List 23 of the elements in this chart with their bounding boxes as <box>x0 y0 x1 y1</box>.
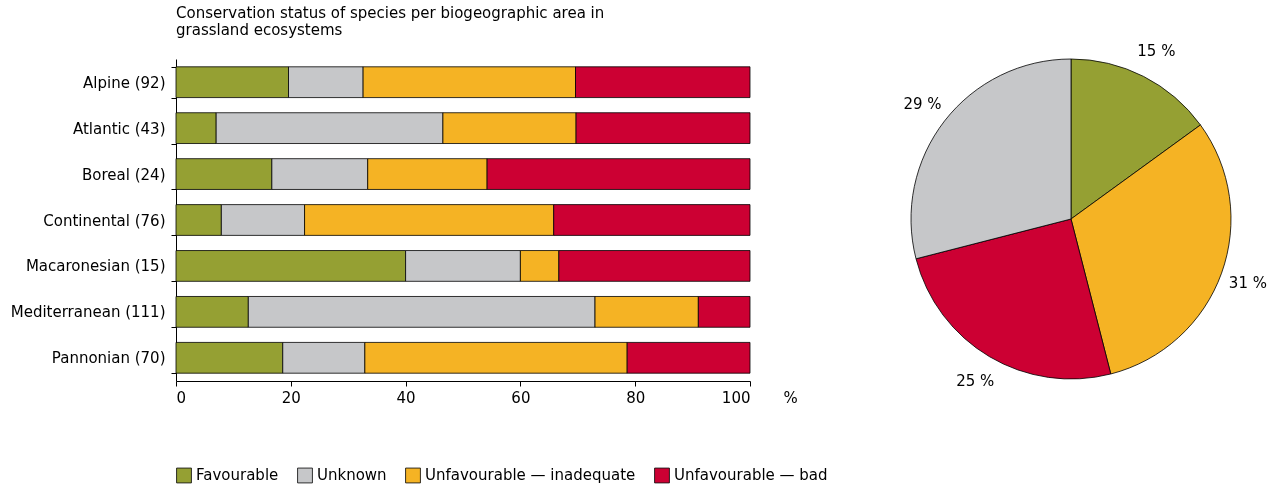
x-tick-label: 0 <box>176 388 187 407</box>
x-tick-label: 60 <box>511 388 531 407</box>
x-axis-title: % <box>783 388 798 407</box>
x-tick-label: 100 <box>721 388 751 407</box>
data-label: 31 % <box>1228 273 1267 292</box>
x-tick-label: 40 <box>396 388 416 407</box>
y-tick-label: Continental (76) <box>43 211 166 230</box>
y-tick-label: Alpine (92) <box>83 73 166 92</box>
x-tick-label: 20 <box>281 388 301 407</box>
y-tick-label: Mediterranean (111) <box>10 303 166 322</box>
chart-title: Conservation status of species per biogeographic area in grassland ecosystems <box>176 4 605 39</box>
data-label: 29 % <box>903 94 942 113</box>
data-label: 15 % <box>1137 42 1176 61</box>
legend-label: Unknown <box>317 466 387 485</box>
y-tick-label: Pannonian (70) <box>51 349 166 368</box>
x-tick-label: 80 <box>626 388 646 407</box>
y-tick-label: Atlantic (43) <box>72 119 166 138</box>
y-tick-label: Boreal (24) <box>82 165 166 184</box>
y-tick-label: Macaronesian (15) <box>25 257 166 276</box>
legend-label: Unfavourable — inadequate <box>425 466 636 485</box>
legend-label: Unfavourable — bad <box>674 466 828 485</box>
legend-label: Favourable <box>196 466 279 485</box>
data-label: 25 % <box>956 371 995 390</box>
